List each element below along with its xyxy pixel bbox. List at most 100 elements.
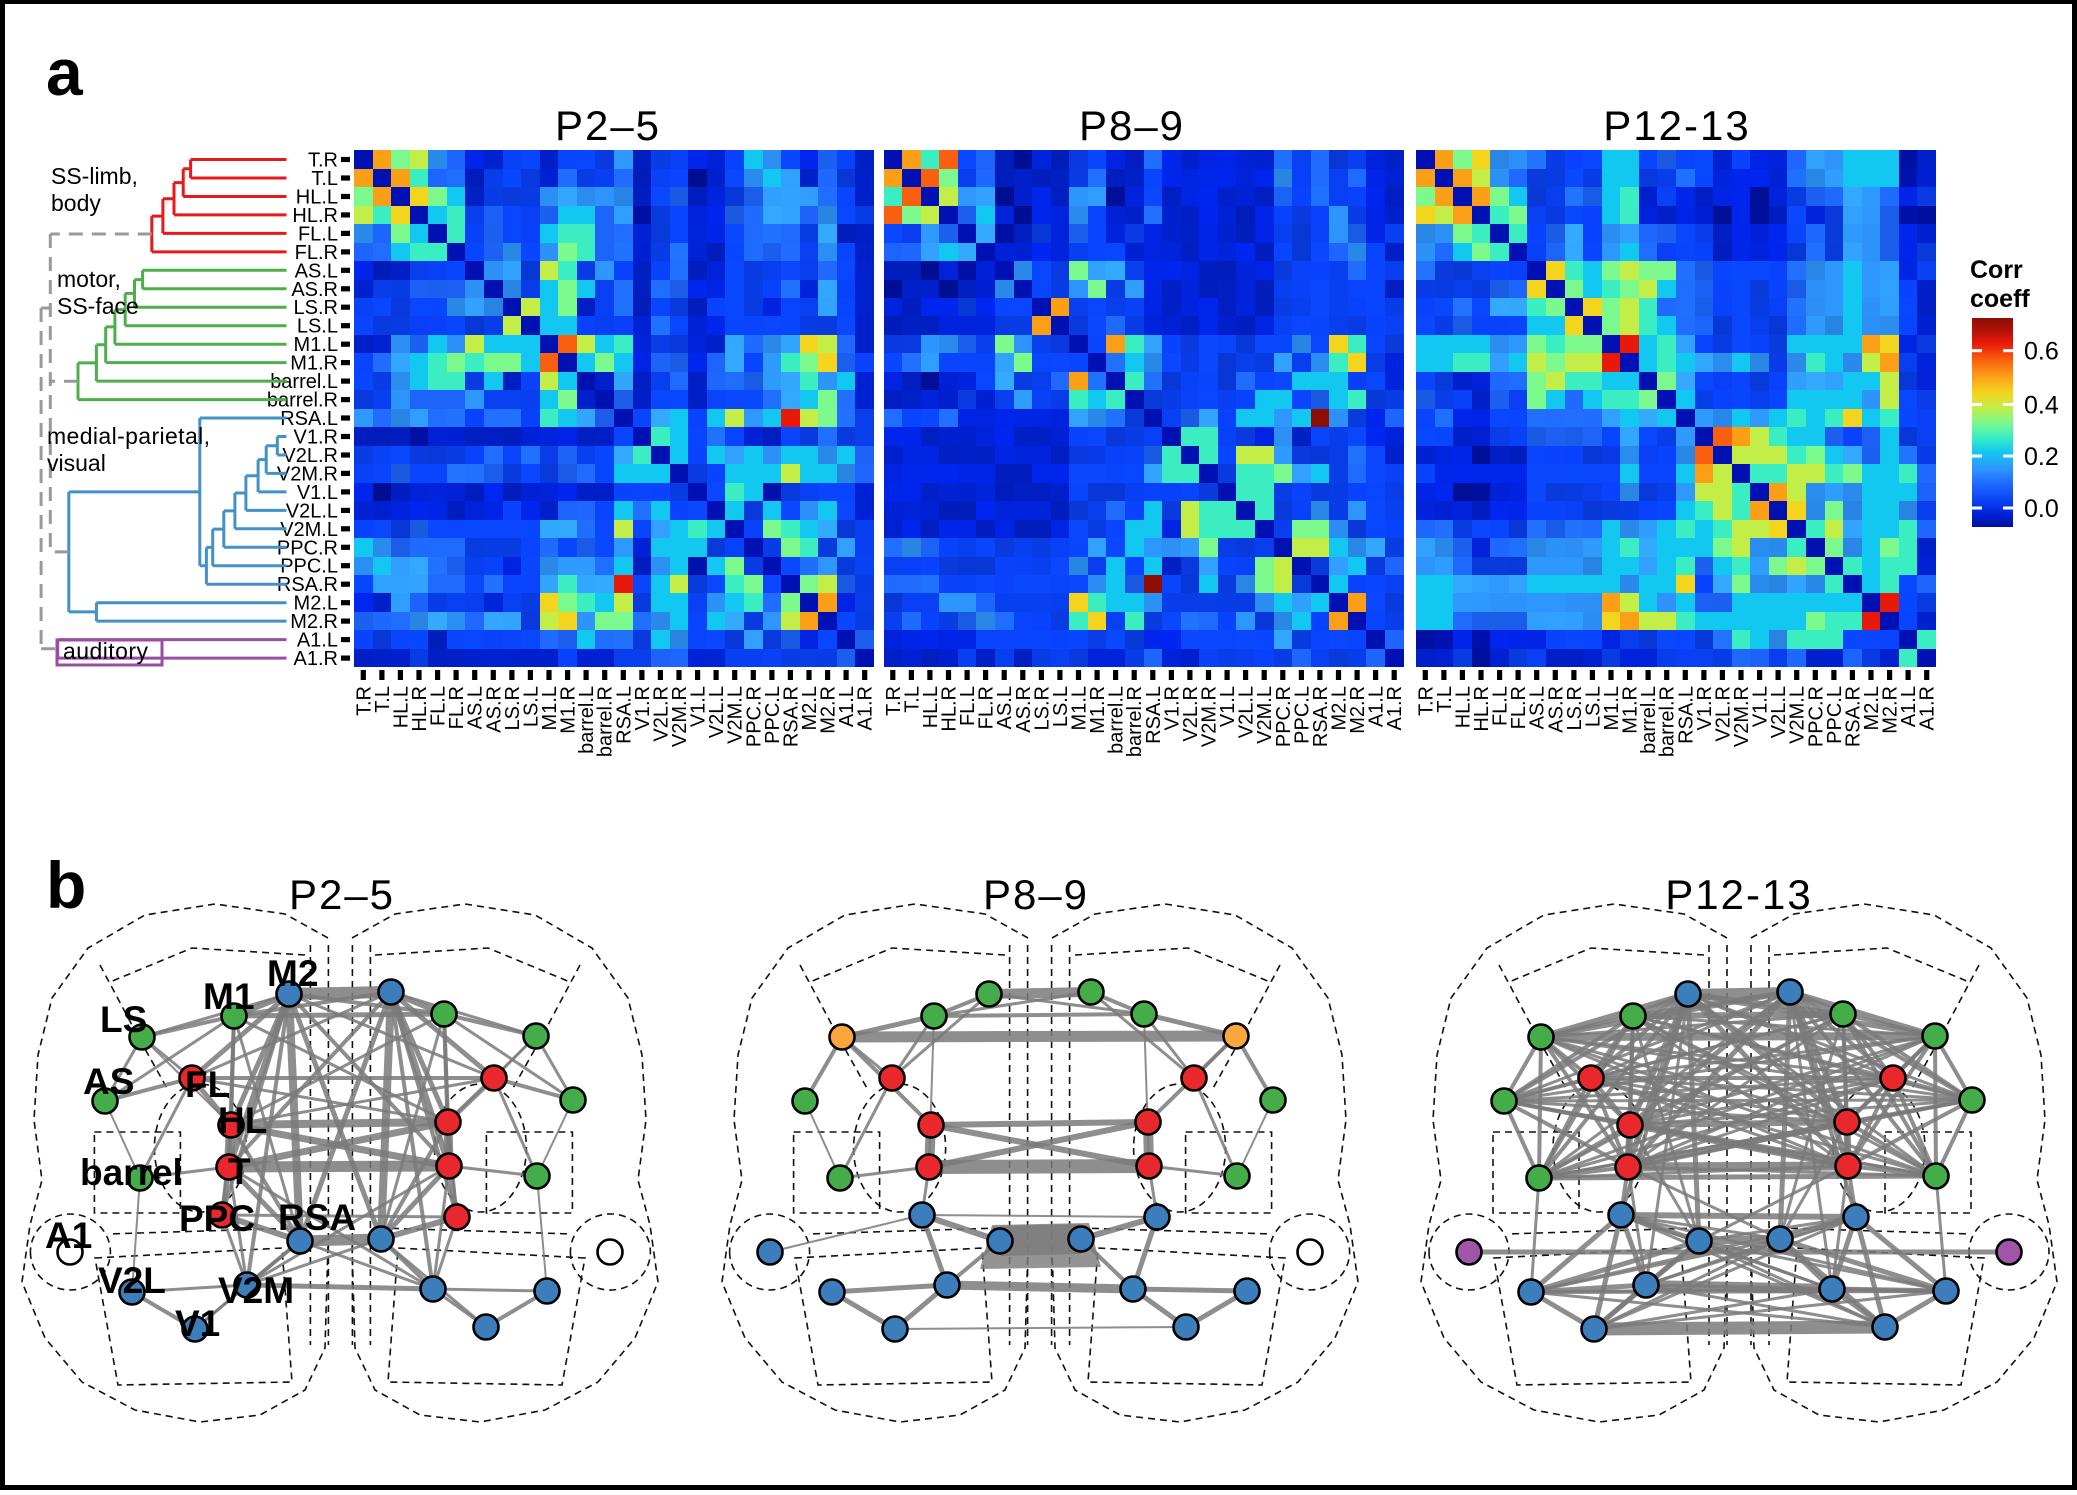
- svg-text:barrel.L: barrel.L: [576, 686, 598, 754]
- svg-text:RSA.R: RSA.R: [1842, 686, 1864, 747]
- svg-text:V1.L: V1.L: [1217, 686, 1239, 727]
- svg-text:PPC.L: PPC.L: [762, 686, 784, 744]
- svg-text:V1.R: V1.R: [632, 686, 654, 730]
- svg-text:HL: HL: [218, 1100, 267, 1141]
- svg-text:RSA.L: RSA.L: [613, 686, 635, 744]
- svg-text:auditory: auditory: [63, 638, 149, 664]
- svg-text:M1.R: M1.R: [558, 686, 580, 734]
- svg-text:HL.L: HL.L: [1452, 686, 1474, 728]
- svg-text:SS-face: SS-face: [57, 293, 139, 319]
- svg-text:RSA.L: RSA.L: [1675, 686, 1697, 744]
- svg-text:T: T: [228, 1151, 251, 1192]
- svg-text:AS.R: AS.R: [291, 279, 338, 301]
- svg-text:V2M.R: V2M.R: [277, 463, 338, 485]
- svg-text:T.L: T.L: [311, 168, 338, 190]
- svg-text:AS.R: AS.R: [1545, 686, 1567, 733]
- svg-text:HL.R: HL.R: [409, 686, 431, 732]
- svg-text:AS.L: AS.L: [295, 260, 338, 282]
- svg-text:FL.R: FL.R: [976, 686, 998, 729]
- svg-text:a: a: [46, 35, 84, 109]
- svg-text:LS.R: LS.R: [502, 686, 524, 730]
- svg-text:V1.L: V1.L: [688, 686, 710, 727]
- svg-text:A1.L: A1.L: [836, 686, 858, 727]
- svg-text:barrel.R: barrel.R: [267, 390, 338, 412]
- svg-text:T.R: T.R: [1415, 686, 1437, 716]
- svg-text:P2–5: P2–5: [289, 871, 395, 918]
- svg-text:V2L.L: V2L.L: [706, 686, 728, 738]
- svg-text:P12-13: P12-13: [1665, 871, 1812, 918]
- svg-text:RSA.R: RSA.R: [780, 686, 802, 747]
- svg-text:LS.R: LS.R: [294, 297, 338, 319]
- svg-text:A1.L: A1.L: [1898, 686, 1920, 727]
- svg-text:LS.R: LS.R: [1564, 686, 1586, 730]
- svg-text:M2: M2: [267, 953, 318, 994]
- svg-text:T.R: T.R: [308, 150, 338, 172]
- svg-text:V2L.L: V2L.L: [1768, 686, 1790, 738]
- svg-text:RSA.L: RSA.L: [280, 408, 338, 430]
- svg-text:visual: visual: [47, 450, 106, 476]
- svg-text:M2.L: M2.L: [1329, 686, 1351, 730]
- svg-text:HL.R: HL.R: [939, 686, 961, 732]
- svg-text:M2.L: M2.L: [799, 686, 821, 730]
- svg-text:A1.R: A1.R: [294, 648, 338, 670]
- svg-text:A1.R: A1.R: [1384, 686, 1406, 730]
- svg-text:V2L.L: V2L.L: [1236, 686, 1258, 738]
- svg-text:FL.L: FL.L: [1490, 686, 1512, 726]
- svg-text:barrel: barrel: [80, 1152, 183, 1193]
- svg-text:V2M.L: V2M.L: [1787, 686, 1809, 744]
- svg-text:PPC.R: PPC.R: [1273, 686, 1295, 747]
- svg-text:V2M.L: V2M.L: [1254, 686, 1276, 744]
- svg-text:P2–5: P2–5: [555, 102, 661, 149]
- svg-text:M1.R: M1.R: [290, 353, 338, 375]
- svg-text:LS.L: LS.L: [297, 316, 338, 338]
- svg-text:0.6: 0.6: [2024, 338, 2059, 366]
- svg-text:PPC.R: PPC.R: [277, 537, 338, 559]
- svg-text:M2.L: M2.L: [1861, 686, 1883, 730]
- svg-text:A1: A1: [45, 1215, 92, 1256]
- svg-text:V1.L: V1.L: [297, 482, 338, 504]
- svg-text:medial-parietal,: medial-parietal,: [47, 423, 210, 449]
- svg-text:barrel.R: barrel.R: [1124, 686, 1146, 757]
- svg-text:M2.L: M2.L: [294, 593, 338, 615]
- svg-text:RSA: RSA: [278, 1197, 356, 1238]
- svg-text:PPC.L: PPC.L: [280, 556, 338, 578]
- svg-text:V2L.L: V2L.L: [286, 500, 338, 522]
- svg-text:FL.R: FL.R: [295, 242, 338, 264]
- svg-text:SS-limb,: SS-limb,: [51, 163, 138, 189]
- svg-text:AS.R: AS.R: [1013, 686, 1035, 733]
- svg-text:PPC: PPC: [179, 1198, 255, 1239]
- svg-text:V2M.L: V2M.L: [725, 686, 747, 744]
- svg-text:V2M.R: V2M.R: [1731, 686, 1753, 747]
- svg-text:PPC.L: PPC.L: [1291, 686, 1313, 744]
- svg-text:HL.R: HL.R: [1471, 686, 1493, 732]
- svg-text:P8–9: P8–9: [983, 871, 1089, 918]
- svg-text:FL.R: FL.R: [1508, 686, 1530, 729]
- svg-text:V1.L: V1.L: [1750, 686, 1772, 727]
- svg-text:PPC.R: PPC.R: [1805, 686, 1827, 747]
- svg-text:barrel.L: barrel.L: [270, 371, 338, 393]
- svg-text:T.L: T.L: [372, 686, 394, 713]
- svg-text:V1.R: V1.R: [1161, 686, 1183, 730]
- svg-text:M2.R: M2.R: [1347, 686, 1369, 734]
- svg-text:AS.R: AS.R: [483, 686, 505, 733]
- svg-text:V1: V1: [175, 1303, 220, 1344]
- svg-text:barrel.R: barrel.R: [595, 686, 617, 757]
- svg-text:T.R: T.R: [353, 686, 375, 716]
- svg-text:V1.R: V1.R: [1694, 686, 1716, 730]
- svg-text:coeff: coeff: [1970, 285, 2030, 313]
- svg-text:M1.L: M1.L: [1601, 686, 1623, 730]
- svg-text:M2.R: M2.R: [1880, 686, 1902, 734]
- svg-text:Corr: Corr: [1970, 256, 2023, 284]
- svg-text:0.4: 0.4: [2024, 391, 2059, 419]
- svg-text:M2.R: M2.R: [818, 686, 840, 734]
- svg-text:FL: FL: [185, 1064, 230, 1105]
- svg-text:FL.L: FL.L: [298, 223, 338, 245]
- svg-text:V2L.R: V2L.R: [282, 445, 338, 467]
- svg-text:LS.L: LS.L: [520, 686, 542, 727]
- svg-text:T.R: T.R: [883, 686, 905, 716]
- svg-text:FL.L: FL.L: [428, 686, 450, 726]
- svg-text:PPC.L: PPC.L: [1824, 686, 1846, 744]
- svg-text:HL.L: HL.L: [390, 686, 412, 728]
- svg-text:LS.R: LS.R: [1031, 686, 1053, 730]
- svg-text:LS.L: LS.L: [1582, 686, 1604, 727]
